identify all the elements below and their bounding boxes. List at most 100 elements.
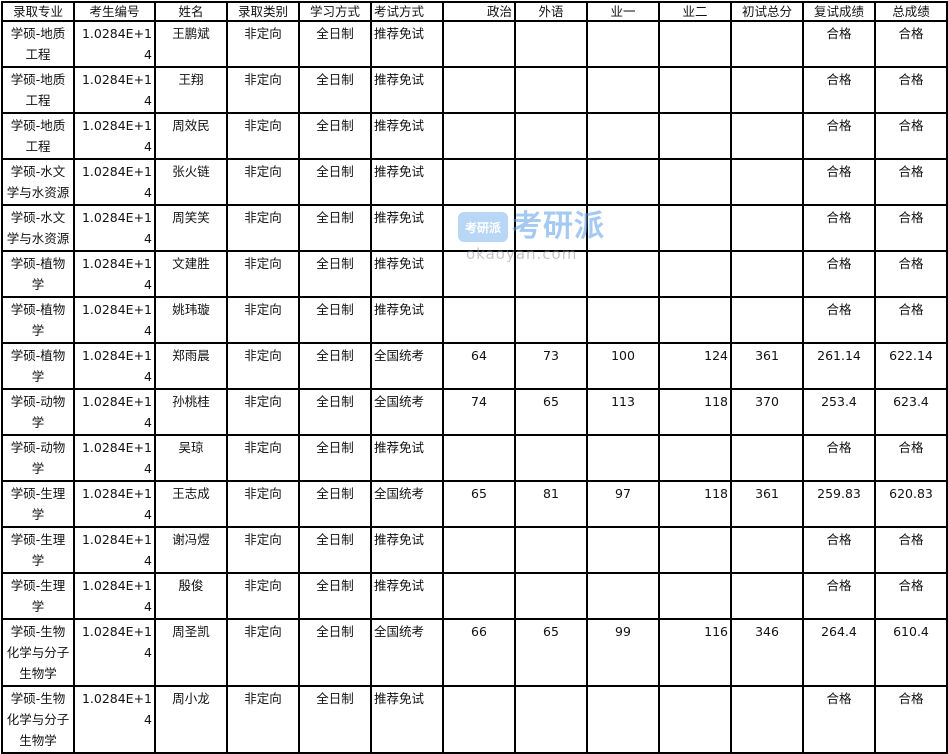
cell-subject-2 [658, 685, 732, 754]
cell-name: 文建胜 [154, 250, 228, 298]
table-row: 学硕-水文学与水资源 1.0284E+14 张火链 非定向 全日制 推荐免试 合格 合格 [1, 158, 948, 206]
cell-prelim-total [730, 296, 804, 344]
cell-subject-1 [586, 434, 660, 482]
cell-retest-score: 261.14 [802, 342, 876, 390]
cell-total-score: 合格 [874, 434, 948, 482]
cell-admission-type: 非定向 [226, 250, 300, 298]
cell-retest-score: 合格 [802, 526, 876, 574]
header-retest-score: 复试成绩 [802, 1, 876, 22]
cell-major: 学硕-地质工程 [1, 66, 75, 114]
cell-retest-score: 合格 [802, 434, 876, 482]
cell-study-mode: 全日制 [298, 618, 372, 687]
cell-name: 王翔 [154, 66, 228, 114]
cell-prelim-total [730, 158, 804, 206]
cell-study-mode: 全日制 [298, 342, 372, 390]
header-exam-mode: 考试方式 [370, 1, 444, 22]
cell-prelim-total: 361 [730, 480, 804, 528]
table-row: 学硕-地质工程 1.0284E+14 王翔 非定向 全日制 推荐免试 合格 合格 [1, 66, 948, 114]
cell-admission-type: 非定向 [226, 526, 300, 574]
cell-politics [442, 526, 516, 574]
cell-prelim-total: 361 [730, 342, 804, 390]
cell-exam-mode: 推荐免试 [370, 204, 444, 252]
cell-study-mode: 全日制 [298, 526, 372, 574]
cell-politics [442, 296, 516, 344]
cell-admission-type: 非定向 [226, 685, 300, 754]
cell-total-score: 622.14 [874, 342, 948, 390]
cell-total-score: 合格 [874, 66, 948, 114]
cell-retest-score: 264.4 [802, 618, 876, 687]
cell-subject-1 [586, 158, 660, 206]
cell-subject-2 [658, 250, 732, 298]
cell-major: 学硕-动物学 [1, 388, 75, 436]
table-row: 学硕-生物化学与分子生物学 1.0284E+14 周圣凯 非定向 全日制 全国统考 66 65… [1, 618, 948, 687]
cell-candidate-id: 1.0284E+14 [73, 685, 156, 754]
cell-candidate-id: 1.0284E+14 [73, 526, 156, 574]
header-politics: 政治 [442, 1, 516, 22]
cell-total-score: 合格 [874, 158, 948, 206]
table-row: 学硕-地质工程 1.0284E+14 王鹏斌 非定向 全日制 推荐免试 合格 合格 [1, 20, 948, 68]
cell-politics [442, 204, 516, 252]
cell-retest-score: 合格 [802, 204, 876, 252]
header-name: 姓名 [154, 1, 228, 22]
cell-retest-score: 合格 [802, 112, 876, 160]
cell-study-mode: 全日制 [298, 66, 372, 114]
cell-exam-mode: 推荐免试 [370, 526, 444, 574]
cell-exam-mode: 推荐免试 [370, 296, 444, 344]
cell-study-mode: 全日制 [298, 685, 372, 754]
cell-prelim-total [730, 685, 804, 754]
cell-candidate-id: 1.0284E+14 [73, 618, 156, 687]
cell-name: 周小龙 [154, 685, 228, 754]
cell-subject-1 [586, 204, 660, 252]
table-row: 学硕-植物学 1.0284E+14 姚玮璇 非定向 全日制 推荐免试 合格 合格 [1, 296, 948, 344]
cell-admission-type: 非定向 [226, 112, 300, 160]
cell-study-mode: 全日制 [298, 20, 372, 68]
cell-total-score: 623.4 [874, 388, 948, 436]
cell-prelim-total: 346 [730, 618, 804, 687]
cell-major: 学硕-植物学 [1, 250, 75, 298]
cell-exam-mode: 推荐免试 [370, 572, 444, 620]
cell-politics [442, 572, 516, 620]
cell-name: 王志成 [154, 480, 228, 528]
cell-foreign-language: 81 [514, 480, 588, 528]
cell-politics [442, 112, 516, 160]
table-row: 学硕-生物化学与分子生物学 1.0284E+14 周小龙 非定向 全日制 推荐免试 合格 合格 [1, 685, 948, 754]
cell-retest-score: 合格 [802, 685, 876, 754]
cell-politics [442, 434, 516, 482]
cell-prelim-total [730, 572, 804, 620]
cell-subject-2 [658, 434, 732, 482]
cell-admission-type: 非定向 [226, 434, 300, 482]
cell-foreign-language [514, 66, 588, 114]
cell-name: 吴琼 [154, 434, 228, 482]
cell-name: 周效民 [154, 112, 228, 160]
cell-subject-1 [586, 20, 660, 68]
cell-name: 殷俊 [154, 572, 228, 620]
cell-prelim-total [730, 204, 804, 252]
table-row: 学硕-生理学 1.0284E+14 殷俊 非定向 全日制 推荐免试 合格 合格 [1, 572, 948, 620]
cell-retest-score: 259.83 [802, 480, 876, 528]
cell-candidate-id: 1.0284E+14 [73, 66, 156, 114]
cell-major: 学硕-植物学 [1, 296, 75, 344]
cell-major: 学硕-生理学 [1, 572, 75, 620]
cell-study-mode: 全日制 [298, 158, 372, 206]
cell-total-score: 合格 [874, 685, 948, 754]
cell-politics: 65 [442, 480, 516, 528]
cell-exam-mode: 推荐免试 [370, 158, 444, 206]
cell-subject-2 [658, 20, 732, 68]
cell-candidate-id: 1.0284E+14 [73, 20, 156, 68]
cell-major: 学硕-动物学 [1, 434, 75, 482]
cell-subject-1: 99 [586, 618, 660, 687]
cell-foreign-language [514, 204, 588, 252]
cell-foreign-language [514, 296, 588, 344]
cell-total-score: 610.4 [874, 618, 948, 687]
cell-prelim-total [730, 526, 804, 574]
cell-exam-mode: 全国统考 [370, 618, 444, 687]
cell-subject-2 [658, 572, 732, 620]
cell-politics [442, 685, 516, 754]
cell-total-score: 合格 [874, 526, 948, 574]
header-subject-2: 业二 [658, 1, 732, 22]
cell-foreign-language: 65 [514, 618, 588, 687]
cell-subject-2: 118 [658, 480, 732, 528]
table-row: 学硕-动物学 1.0284E+14 吴琼 非定向 全日制 推荐免试 合格 合格 [1, 434, 948, 482]
cell-foreign-language: 73 [514, 342, 588, 390]
cell-foreign-language: 65 [514, 388, 588, 436]
